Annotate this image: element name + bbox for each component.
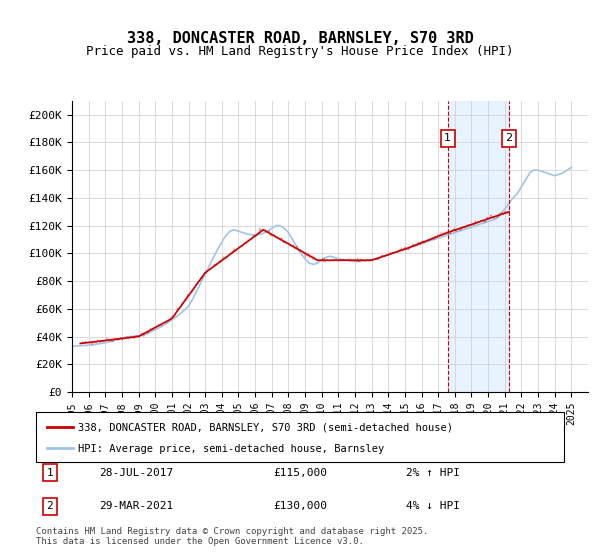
Text: 1: 1 [47,468,53,478]
Text: £130,000: £130,000 [274,501,328,511]
Text: HPI: Average price, semi-detached house, Barnsley: HPI: Average price, semi-detached house,… [78,444,385,454]
Text: 28-JUL-2017: 28-JUL-2017 [100,468,173,478]
Text: 29-MAR-2021: 29-MAR-2021 [100,501,173,511]
Bar [448,101,509,392]
Text: £115,000: £115,000 [274,468,328,478]
Text: 2% ↑ HPI: 2% ↑ HPI [406,468,460,478]
Text: 2: 2 [47,501,53,511]
Text: Price paid vs. HM Land Registry's House Price Index (HPI): Price paid vs. HM Land Registry's House … [86,45,514,58]
Text: 1: 1 [444,133,451,143]
Text: 4% ↓ HPI: 4% ↓ HPI [406,501,460,511]
Text: 338, DONCASTER ROAD, BARNSLEY, S70 3RD (semi-detached house): 338, DONCASTER ROAD, BARNSLEY, S70 3RD (… [78,423,453,433]
Text: 2: 2 [505,133,512,143]
Text: 338, DONCASTER ROAD, BARNSLEY, S70 3RD: 338, DONCASTER ROAD, BARNSLEY, S70 3RD [127,31,473,46]
Text: Contains HM Land Registry data © Crown copyright and database right 2025.
This d: Contains HM Land Registry data © Crown c… [36,526,428,546]
FancyBboxPatch shape [36,412,564,462]
